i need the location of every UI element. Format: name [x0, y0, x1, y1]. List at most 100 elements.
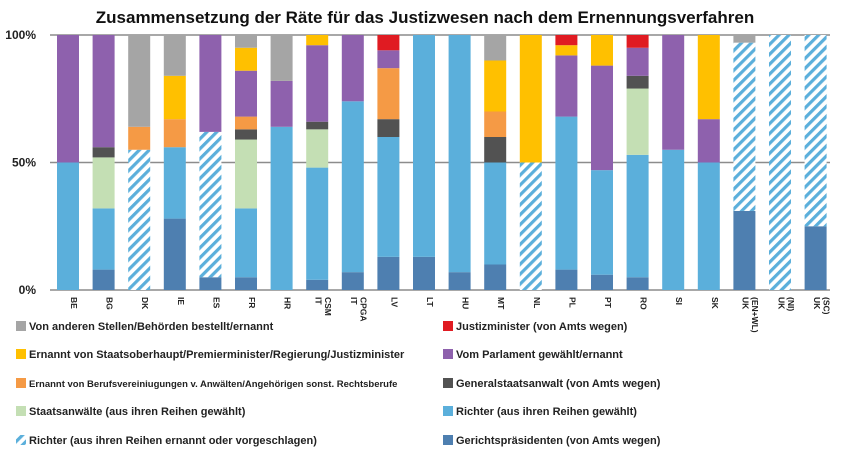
legend-swatch	[443, 378, 453, 388]
legend-item: Justizminister (von Amts wegen)	[443, 321, 628, 333]
x-tick-label: (EN+WL)	[750, 297, 760, 333]
x-axis: BE BG DK IE ES FR HR IT CSM IT CPGA LV LT HU MT NL PL PT R…	[69, 297, 831, 333]
bar-segment	[57, 162, 79, 290]
bar-segment	[626, 154, 649, 278]
bar-segment	[270, 80, 293, 127]
bars	[57, 35, 827, 290]
bar-segment	[235, 116, 257, 130]
x-tick-label: IE	[176, 297, 186, 305]
x-tick-label: PL	[567, 297, 577, 308]
legend-item: Richter (aus ihren Reihen ernannt oder v…	[16, 435, 317, 447]
bar-segment	[306, 167, 329, 280]
bar-segment	[484, 35, 507, 61]
bar-segment	[626, 47, 649, 76]
bar-segment	[341, 101, 364, 273]
bar-segment	[733, 210, 756, 290]
x-tick-label: SI	[674, 297, 684, 305]
legend-label: Staatsanwälte (aus ihren Reihen gewählt)	[29, 406, 246, 418]
bar-segment	[163, 147, 186, 219]
bar-segment	[270, 126, 293, 290]
x-tick-label: IT	[349, 297, 359, 305]
bar-segment	[591, 35, 613, 66]
bar-segment	[555, 116, 578, 270]
bar-segment	[484, 111, 507, 137]
legend-item: Generalstaatsanwalt (von Amts wegen)	[443, 378, 661, 390]
bar-segment	[555, 45, 578, 56]
bar-segment	[697, 35, 720, 120]
bar-segment	[235, 35, 257, 48]
x-tick-label: NL	[532, 297, 542, 308]
x-tick-label: UK	[812, 297, 822, 310]
y-tick-label: 50%	[12, 156, 36, 170]
legend-item: Von anderen Stellen/Behörden bestellt/er…	[16, 321, 274, 333]
legend-label: Ernannt von Berufsvereiniugungen v. Anwä…	[29, 379, 397, 390]
legend-swatch	[16, 349, 26, 359]
x-tick-label: ES	[211, 297, 221, 309]
legend-label: Von anderen Stellen/Behörden bestellt/er…	[29, 321, 274, 333]
bar-segment	[804, 35, 827, 227]
bar-segment	[413, 35, 435, 257]
bar-segment	[128, 35, 151, 127]
bar-segment	[163, 119, 186, 148]
x-tick-label: CPGA	[359, 297, 369, 322]
bar-segment	[235, 277, 257, 290]
x-tick-label: LV	[389, 297, 399, 308]
legend: Von anderen Stellen/Behörden bestellt/er…	[16, 321, 661, 447]
bar-segment	[733, 42, 756, 211]
bar-segment	[163, 35, 186, 76]
bar-segment	[377, 68, 400, 120]
legend-label: Richter (aus ihren Reihen ernannt oder v…	[29, 435, 317, 447]
bar-segment	[769, 35, 791, 290]
legend-label: Justizminister (von Amts wegen)	[456, 321, 628, 333]
bar-segment	[555, 35, 578, 46]
legend-swatch	[443, 435, 453, 445]
bar-segment	[697, 119, 720, 163]
y-tick-label: 0%	[19, 283, 37, 297]
x-tick-label: FR	[247, 297, 257, 308]
bar-segment	[306, 129, 329, 168]
bar-segment	[199, 35, 222, 132]
bar-segment	[306, 45, 329, 122]
x-tick-label: DK	[140, 297, 150, 310]
bar-segment	[448, 272, 471, 290]
bar-segment	[341, 35, 364, 102]
x-tick-label: PT	[603, 297, 613, 309]
x-tick-label: SK	[710, 297, 720, 310]
y-tick-label: 100%	[5, 28, 36, 42]
legend-swatch	[16, 406, 26, 416]
bar-segment	[662, 149, 685, 290]
x-tick-label: IT	[313, 297, 323, 305]
bar-segment	[341, 272, 364, 290]
x-tick-label: UK	[741, 297, 751, 310]
bar-segment	[484, 162, 507, 265]
bar-segment	[377, 50, 400, 69]
legend-label: Vom Parlament gewählt/ernannt	[456, 349, 623, 361]
legend-item: Ernannt von Staatsoberhaupt/Premierminis…	[16, 349, 405, 361]
legend-label: Ernannt von Staatsoberhaupt/Premierminis…	[29, 349, 405, 361]
bar-segment	[448, 35, 471, 273]
x-tick-label: LT	[425, 297, 435, 308]
bar-segment	[484, 60, 507, 112]
bar-segment	[128, 126, 151, 150]
x-tick-label: CSM	[323, 297, 333, 316]
bar-segment	[519, 162, 542, 290]
legend-item: Staatsanwälte (aus ihren Reihen gewählt)	[16, 406, 246, 418]
bar-segment	[519, 35, 542, 163]
legend-swatch	[443, 406, 453, 416]
bar-segment	[235, 70, 257, 117]
x-tick-label: (SC)	[821, 297, 831, 315]
bar-segment	[733, 35, 756, 43]
bar-segment	[128, 149, 151, 290]
legend-label: Gerichtspräsidenten (von Amts wegen)	[456, 435, 661, 447]
legend-item: Ernannt von Berufsvereiniugungen v. Anwä…	[16, 378, 397, 390]
bar-segment	[270, 35, 293, 81]
bar-segment	[626, 35, 649, 48]
bar-segment	[626, 277, 649, 290]
bar-segment	[591, 170, 613, 275]
bar-segment	[199, 277, 222, 290]
bar-segment	[92, 147, 115, 158]
x-tick-label: UK	[776, 297, 786, 310]
bar-segment	[484, 264, 507, 290]
y-axis: 0% 50% 100%	[5, 28, 36, 297]
